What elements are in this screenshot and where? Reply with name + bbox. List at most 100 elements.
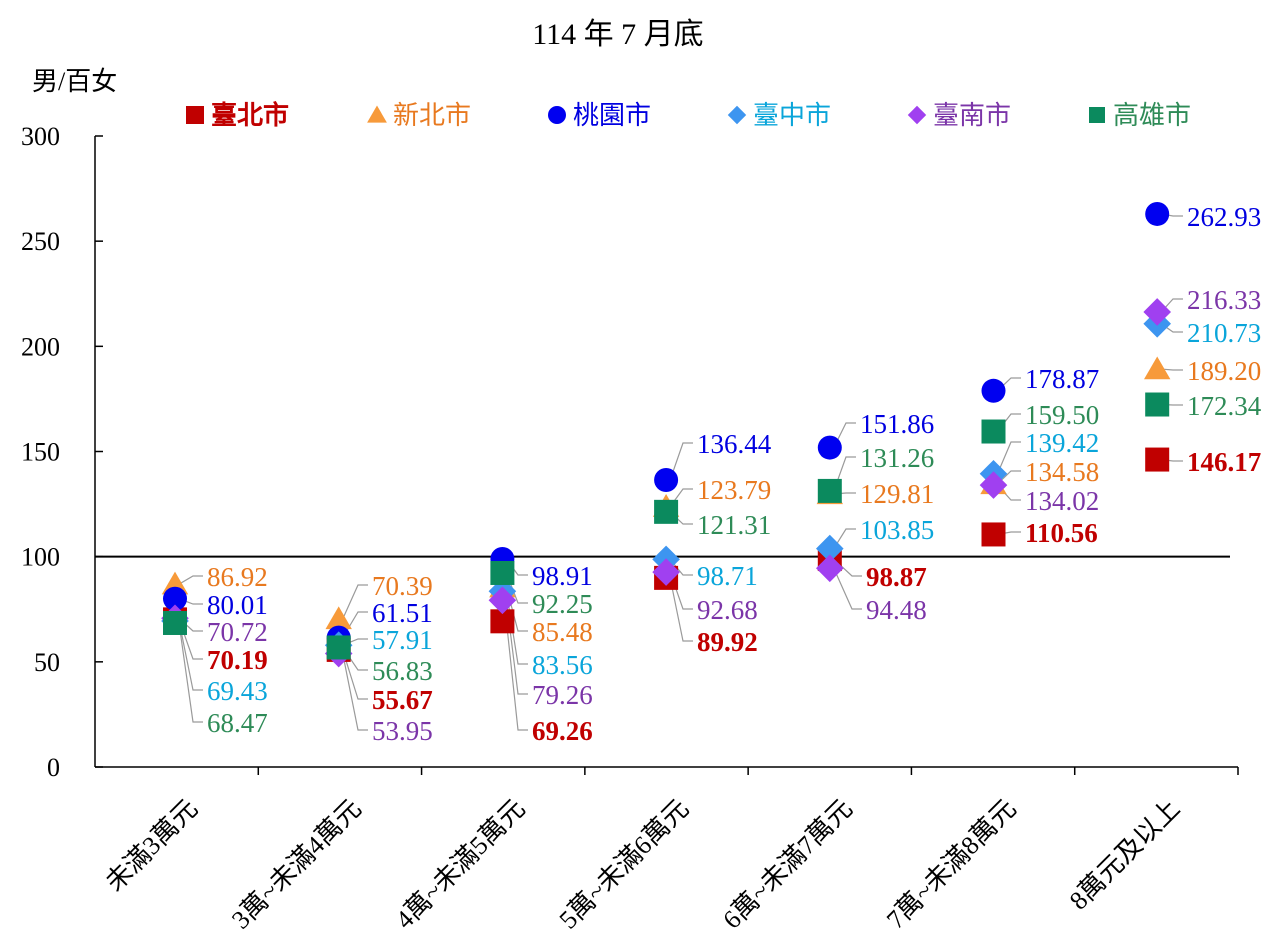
x-category-label-3: 4萬~未滿5萬元	[390, 794, 531, 935]
legend-label-new-taipei: 新北市	[393, 101, 471, 130]
leader-line-tainan-2	[342, 653, 368, 731]
marker-taoyuan-6	[981, 378, 1006, 403]
legend-label-kaohsiung: 高雄市	[1113, 101, 1191, 130]
marker-kaohsiung-7	[1145, 392, 1170, 417]
marker-kaohsiung-1	[163, 610, 187, 635]
data-label-taoyuan-7: 262.93	[1187, 202, 1261, 232]
data-label-taichung-2: 57.91	[372, 625, 433, 655]
data-label-new-taipei-6: 134.58	[1025, 457, 1099, 487]
legend: 臺北市 新北市 桃園市 臺中市 臺南市 高雄市	[186, 100, 1191, 130]
marker-kaohsiung-4	[654, 499, 679, 524]
leader-line-taichung-5	[833, 528, 856, 549]
leader-line-taoyuan-4	[669, 442, 693, 481]
y-tick-label-150: 150	[21, 438, 60, 467]
x-category-label-4: 5萬~未滿6萬元	[554, 794, 695, 935]
marker-tainan-3	[488, 586, 517, 615]
marker-new-taipei-2	[325, 606, 352, 630]
marker-taipei-6	[981, 522, 1006, 547]
leader-line-new-taipei-2	[342, 584, 368, 620]
marker-taoyuan-1	[163, 586, 187, 611]
marker-tainan-4	[652, 558, 680, 586]
data-label-taichung-6: 139.42	[1025, 428, 1099, 458]
leader-line-taipei-4	[669, 577, 693, 642]
data-label-taoyuan-1: 80.01	[207, 590, 268, 620]
data-label-taichung-5: 103.85	[860, 515, 934, 545]
data-label-taichung-3: 83.56	[532, 650, 593, 680]
leader-line-taipei-2	[342, 649, 368, 700]
data-label-kaohsiung-7: 172.34	[1187, 391, 1262, 421]
marker-new-taipei-7	[1144, 356, 1171, 380]
leader-line-taipei-3	[505, 621, 528, 731]
marker-new-taipei-1	[161, 571, 189, 595]
marker-tainan-7	[1143, 298, 1171, 326]
marker-taoyuan-5	[817, 435, 842, 460]
data-label-tainan-4: 92.68	[697, 595, 758, 625]
legend-label-taipei: 臺北市	[211, 100, 289, 130]
marker-taipei-7	[1145, 447, 1170, 472]
data-label-taipei-1: 70.19	[207, 645, 268, 675]
data-label-taipei-5: 98.87	[866, 562, 927, 592]
data-label-kaohsiung-5: 131.26	[860, 443, 934, 473]
data-label-tainan-5: 94.48	[866, 595, 927, 625]
legend-label-taoyuan: 桃園市	[573, 101, 651, 130]
leader-line-new-taipei-1	[178, 575, 203, 585]
data-label-tainan-2: 53.95	[372, 716, 433, 746]
marker-kaohsiung-6	[981, 419, 1006, 444]
marker-taichung-5	[816, 534, 844, 563]
data-label-kaohsiung-2: 56.83	[372, 656, 433, 686]
x-category-label-7: 8萬元及以上	[1064, 794, 1186, 916]
x-category-label-6: 7萬~未滿8萬元	[881, 794, 1022, 935]
data-label-taoyuan-5: 151.86	[860, 409, 934, 439]
legend-marker-taichung	[727, 105, 747, 125]
data-label-taoyuan-6: 178.87	[1025, 364, 1099, 394]
y-tick-label-50: 50	[34, 648, 60, 677]
marker-tainan-6	[979, 471, 1008, 499]
legend-marker-new-taipei	[367, 105, 387, 123]
leader-line-new-taipei-6	[997, 470, 1021, 485]
data-label-taoyuan-3: 98.91	[532, 561, 593, 591]
y-tick-label-200: 200	[21, 332, 60, 361]
leader-line-taichung-6	[996, 441, 1021, 474]
data-label-tainan-3: 79.26	[532, 680, 593, 710]
data-label-taichung-7: 210.73	[1187, 318, 1261, 348]
data-label-taipei-3: 69.26	[532, 716, 593, 746]
data-label-kaohsiung-3: 92.25	[532, 589, 593, 619]
x-category-label-1: 未滿3萬元	[100, 794, 203, 897]
legend-marker-taipei	[186, 106, 204, 124]
y-tick-label-0: 0	[47, 753, 60, 782]
data-markers	[161, 201, 1171, 668]
data-label-new-taipei-3: 85.48	[532, 617, 593, 647]
data-label-tainan-1: 70.72	[207, 617, 268, 647]
data-label-kaohsiung-1: 68.47	[207, 708, 268, 738]
legend-marker-taoyuan	[548, 106, 566, 124]
data-label-taipei-7: 146.17	[1187, 447, 1261, 477]
data-label-new-taipei-1: 86.92	[207, 562, 268, 592]
y-tick-label-250: 250	[21, 227, 60, 256]
leader-line-tainan-5	[833, 568, 862, 610]
data-label-taoyuan-2: 61.51	[372, 598, 433, 628]
x-category-label-2: 3萬~未滿4萬元	[226, 794, 367, 935]
data-label-taichung-1: 69.43	[207, 676, 268, 706]
marker-taoyuan-4	[654, 468, 679, 493]
legend-label-tainan: 臺南市	[933, 101, 1011, 130]
data-label-new-taipei-7: 189.20	[1187, 356, 1261, 386]
y-tick-label-300: 300	[21, 122, 60, 151]
data-label-tainan-6: 134.02	[1025, 486, 1099, 516]
marker-kaohsiung-5	[817, 478, 842, 503]
data-label-new-taipei-4: 123.79	[697, 475, 771, 505]
data-label-taichung-4: 98.71	[697, 561, 758, 591]
data-label-new-taipei-5: 129.81	[860, 479, 934, 509]
data-label-taoyuan-4: 136.44	[697, 429, 772, 459]
legend-label-taichung: 臺中市	[753, 101, 831, 130]
marker-kaohsiung-2	[326, 635, 351, 660]
chart-title: 114 年 7 月底	[532, 18, 703, 51]
leader-line-new-taipei-7	[1161, 368, 1183, 371]
data-label-taipei-6: 110.56	[1025, 518, 1098, 548]
marker-tainan-5	[816, 554, 844, 583]
marker-kaohsiung-3	[490, 560, 515, 585]
leader-line-kaohsiung-1	[178, 622, 203, 723]
data-label-kaohsiung-6: 159.50	[1025, 400, 1099, 430]
data-label-taipei-2: 55.67	[372, 685, 433, 715]
